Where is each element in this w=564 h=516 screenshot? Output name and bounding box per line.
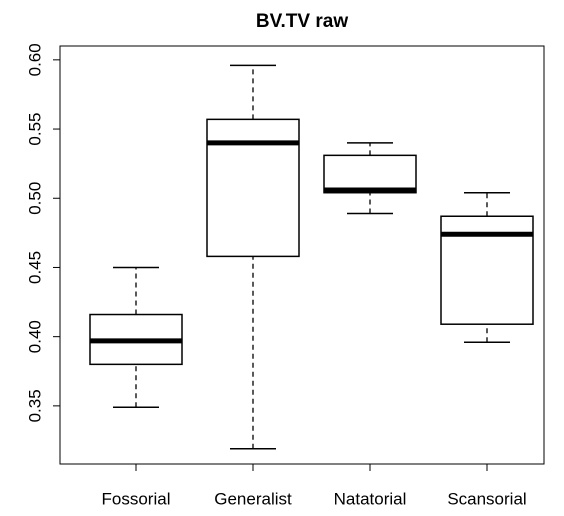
x-tick-label: Natatorial	[334, 489, 407, 508]
x-tick-label: Generalist	[214, 489, 292, 508]
y-tick-label: 0.40	[25, 320, 44, 353]
box	[323, 154, 417, 194]
y-tick-label: 0.60	[25, 43, 44, 76]
x-tick-label: Fossorial	[102, 489, 171, 508]
y-tick-label: 0.35	[25, 389, 44, 422]
x-tick-label: Scansorial	[447, 489, 526, 508]
plot-frame	[59, 45, 545, 465]
y-tick-label: 0.45	[25, 251, 44, 284]
y-tick-label: 0.55	[25, 112, 44, 145]
y-tick-label: 0.50	[25, 182, 44, 215]
box	[206, 118, 300, 258]
chart-title: BV.TV raw	[256, 11, 348, 32]
